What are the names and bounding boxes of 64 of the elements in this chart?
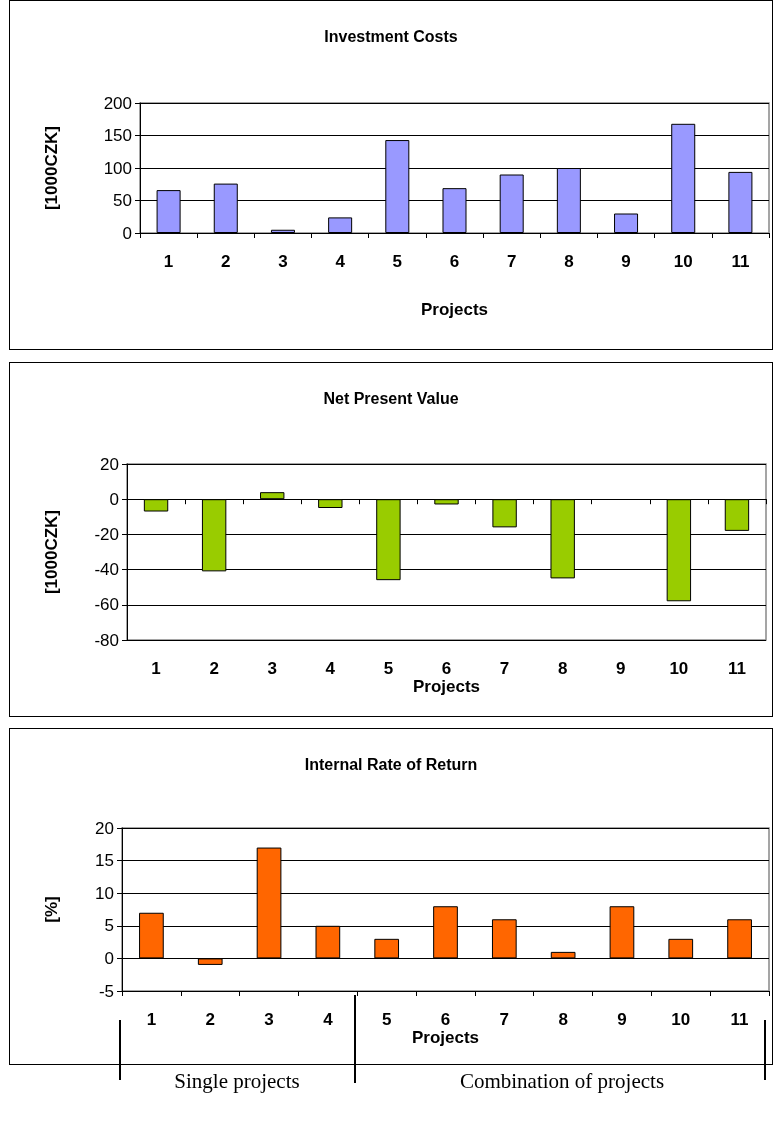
x-tick-label: 2 [221,252,231,271]
x-tick-label: 1 [151,659,161,678]
x-tick-label: 11 [727,659,746,678]
y-axis-title: [%] [42,896,61,923]
x-tick-label: 10 [671,1010,691,1029]
x-tick-label: 11 [730,1010,749,1029]
y-tick-label: 0 [122,223,132,243]
y-tick-label: 15 [95,851,114,871]
x-tick-label: 4 [325,659,336,678]
x-tick-label: 7 [506,252,517,271]
x-tick-label: 9 [621,252,631,271]
y-tick-label: 5 [104,916,114,936]
x-tick-label: 10 [669,659,689,678]
chart-title: Internal Rate of Return [304,755,478,773]
x-tick-label: 1 [146,1010,157,1029]
x-tick-label: 3 [267,659,277,678]
y-tick-label: 20 [95,818,114,838]
x-tick-label: 4 [335,252,346,271]
x-tick-label: 9 [616,659,626,678]
y-tick-label: 0 [104,948,114,968]
y-tick-label: 10 [95,883,114,903]
x-tick-label: 3 [278,252,288,271]
x-tick-label: 5 [381,1010,392,1029]
y-tick-label: -60 [94,595,119,615]
x-tick-label: 6 [449,252,460,271]
y-tick-label: -40 [94,560,119,580]
y-tick-label: -80 [94,630,119,650]
x-tick-label: 4 [323,1010,334,1029]
x-tick-label: 7 [499,1010,510,1029]
x-tick-label: 3 [264,1010,274,1029]
chart-title: Investment Costs [324,27,458,45]
chart-title: Net Present Value [323,389,459,407]
y-tick-label: 0 [109,489,119,509]
x-tick-label: 10 [673,252,693,271]
text: Combination of projects [458,1069,666,1093]
x-tick-label: 9 [617,1010,627,1029]
x-tick-label: 2 [205,1010,215,1029]
x-tick-label: 8 [564,252,574,271]
x-axis-title: Projects [411,1027,480,1047]
x-tick-label: 6 [441,659,452,678]
x-tick-label: 7 [499,659,510,678]
y-tick-label: 50 [113,191,132,210]
x-tick-label: 6 [440,1010,451,1029]
bar [614,213,639,233]
x-tick-label: 2 [209,659,219,678]
x-axis-title: Projects [420,300,489,319]
x-tick-label: 5 [392,252,403,271]
bar [328,217,353,233]
bar [270,229,295,233]
y-tick-label: -5 [98,981,114,1001]
text: Single projects [173,1069,301,1093]
y-axis-title: [1000CZK] [42,125,61,211]
y-tick-label: 200 [103,93,132,113]
y-tick-label: -20 [94,524,119,544]
x-tick-label: 5 [383,659,394,678]
x-tick-label: 1 [163,252,174,271]
y-tick-label: 20 [100,454,119,474]
y-tick-label: 150 [103,126,132,145]
x-tick-label: 8 [557,659,568,678]
x-tick-label: 11 [731,252,750,271]
y-tick-label: 100 [103,158,132,178]
x-axis-title: Projects [412,676,481,696]
x-tick-label: 8 [558,1010,568,1029]
y-axis-title: [1000CZK] [42,509,61,595]
